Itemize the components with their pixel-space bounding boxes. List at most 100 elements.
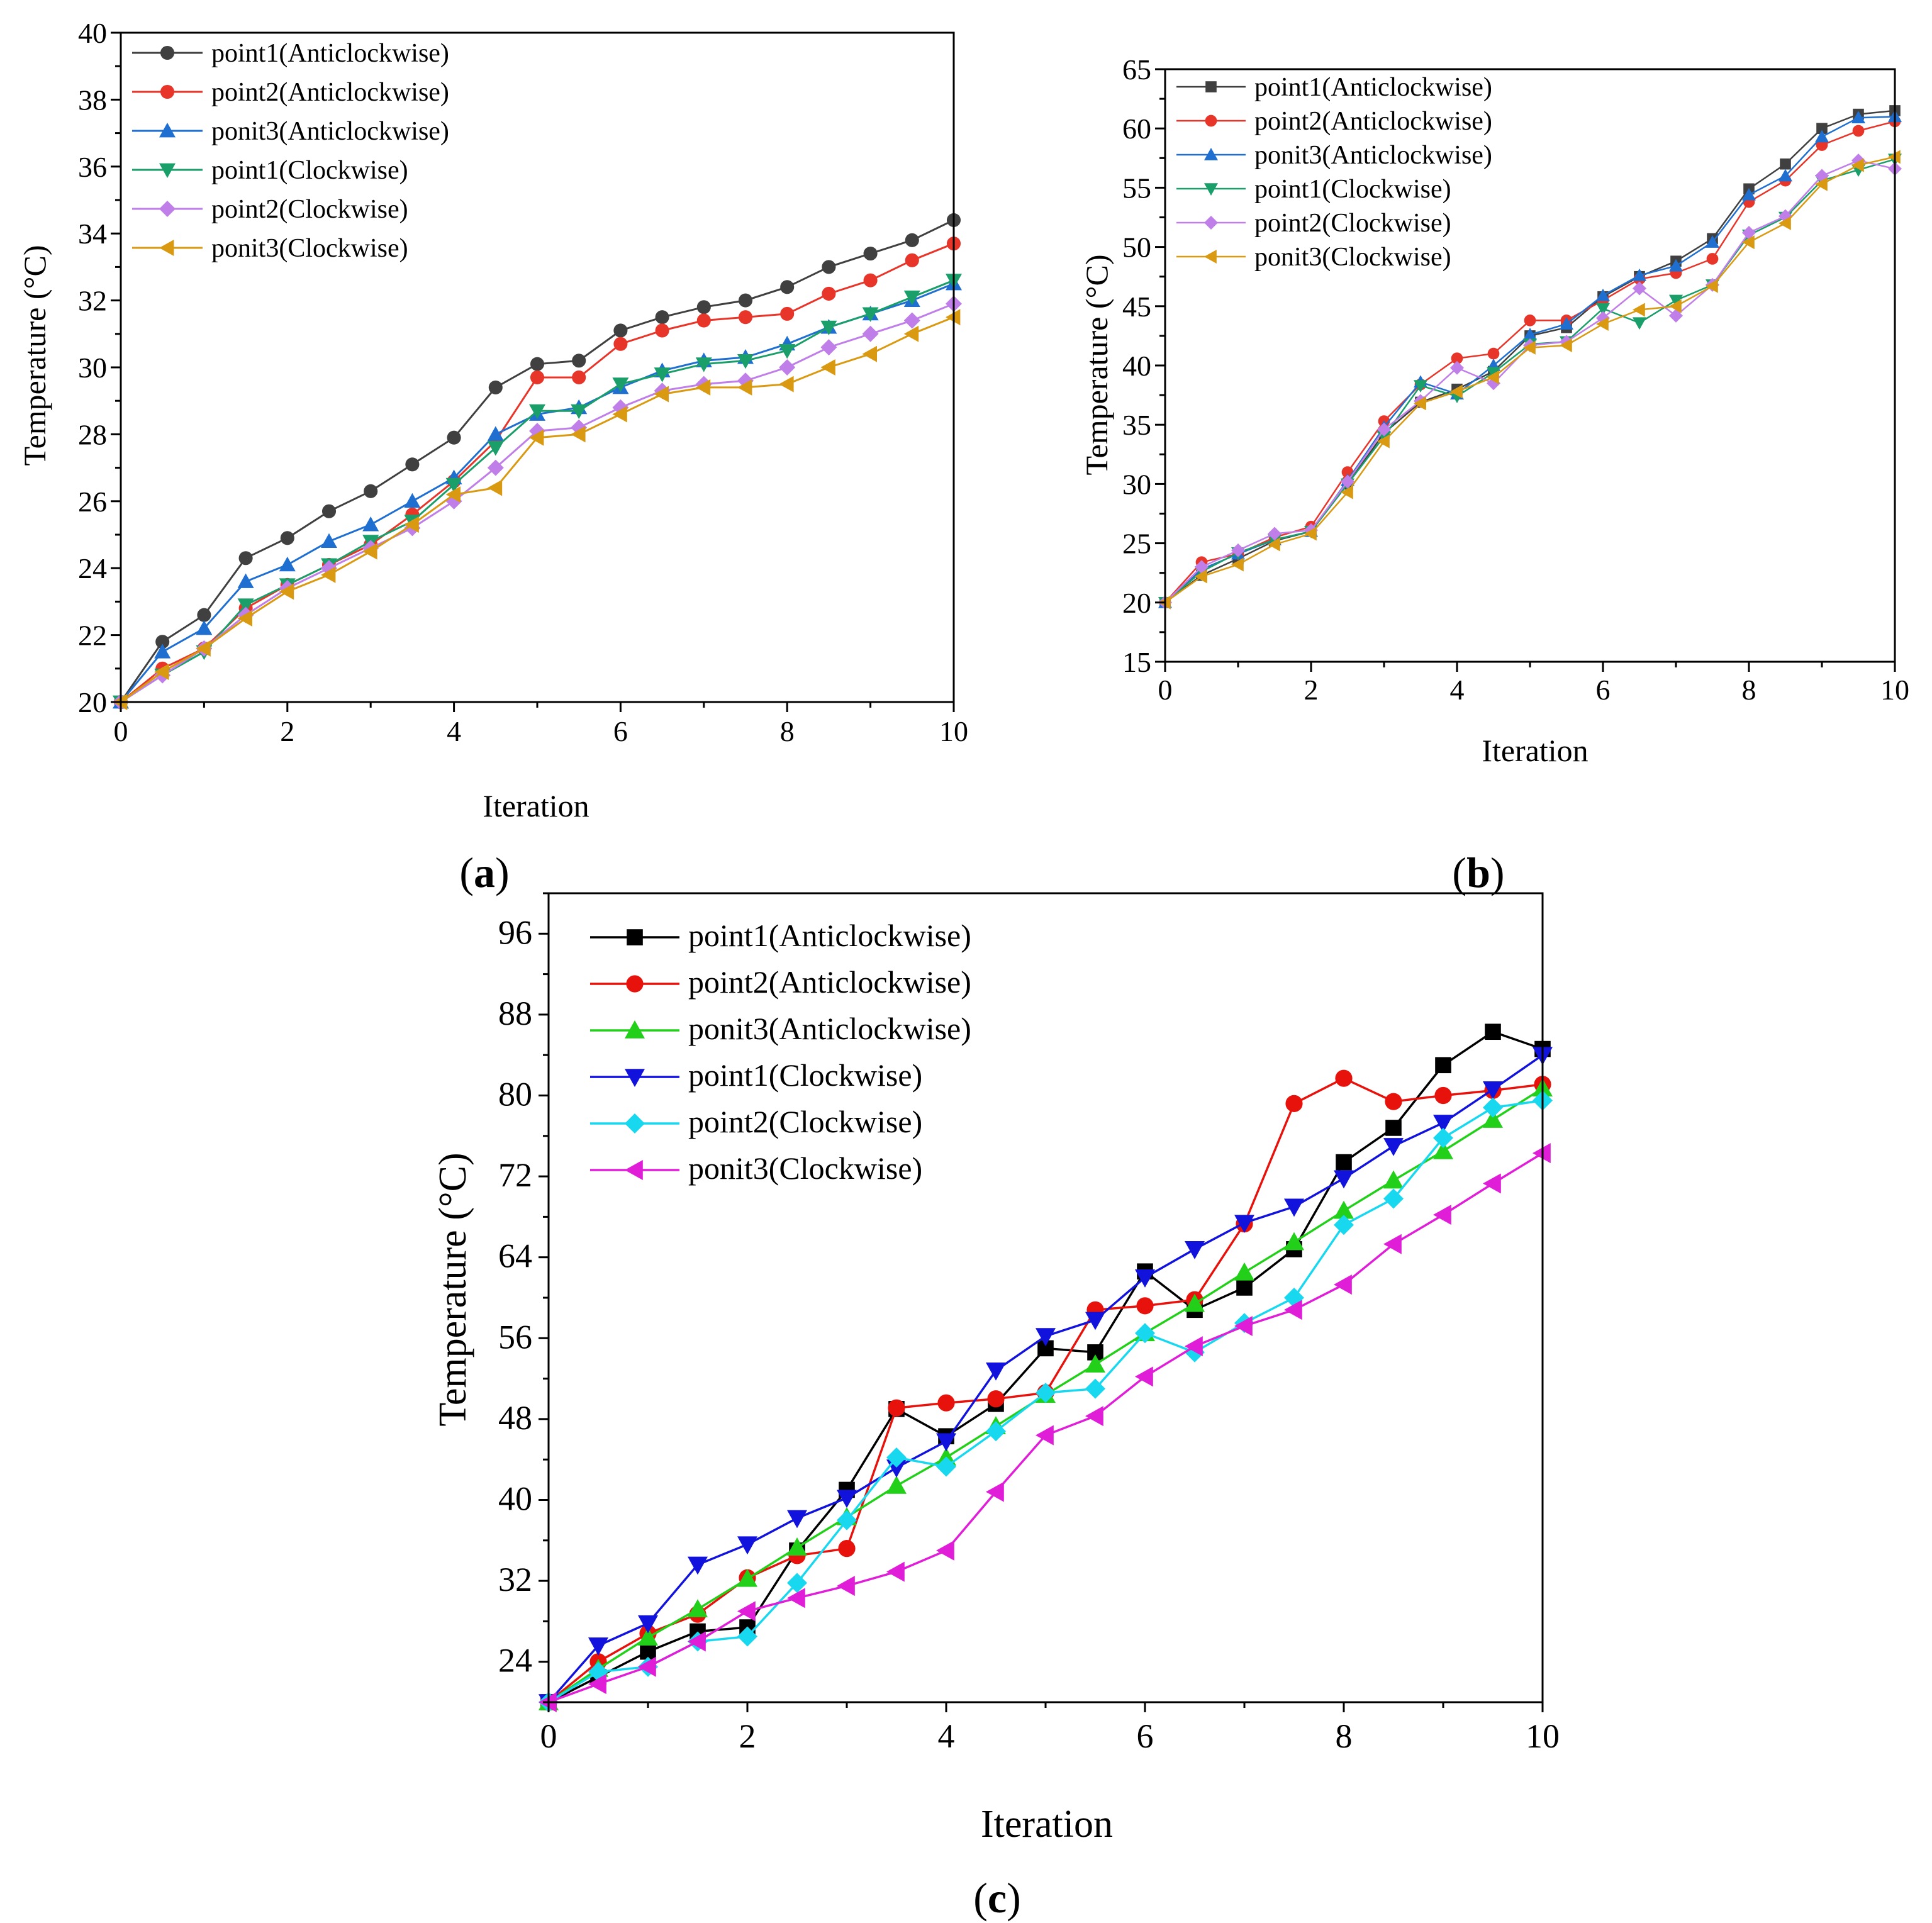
chart-a-data-point (321, 566, 336, 583)
chart-c-data-point (1234, 1262, 1254, 1281)
chart-b-data-point (1633, 317, 1646, 330)
chart-a-data-point (696, 300, 711, 315)
chart-b-legend-marker (1205, 114, 1217, 127)
chart-c-data-point (1434, 1086, 1452, 1105)
chart-c-data-point (1284, 1300, 1302, 1320)
chart-c-data-point (1433, 1115, 1453, 1133)
chart-a-y-tick-label: 38 (78, 84, 107, 116)
chart-c-data-point (1334, 1200, 1354, 1219)
chart-a-data-point (822, 260, 836, 274)
chart-a-legend-marker (159, 240, 174, 256)
chart-b-data-point (1851, 111, 1865, 124)
chart-c-x-tick-label: 6 (1137, 1717, 1154, 1755)
chart-a-y-tick-label: 30 (78, 352, 107, 384)
chart-c-y-tick-label: 96 (498, 913, 532, 951)
chart-c-data-point (588, 1637, 608, 1656)
chart-c-legend: point1(Anticlockwise) point2(Anticlockwis… (590, 918, 971, 1186)
chart-b-legend-label: point2(Anticlockwise) (1254, 107, 1492, 136)
chart-a-legend: point1(Anticlockwise) point2(Anticlockwis… (132, 39, 449, 263)
chart-b-ticks: 0 2 4 6 8 10 15 20 25 30 35 40 45 50 55 60 65 (1122, 53, 1909, 706)
chart-a-data-point (488, 380, 503, 394)
chart-c-data-point (1385, 1093, 1402, 1110)
chart-a-y-tick-label: 22 (78, 620, 107, 652)
chart-b-caption: (b) (1452, 849, 1504, 896)
chart-b-data-point (1815, 130, 1829, 143)
chart-b-y-axis-label: Temperature (°C) (1079, 254, 1114, 475)
chart-a-x-tick-label: 8 (780, 715, 795, 747)
chart-a-data-point (404, 516, 419, 533)
chart-b: 0 2 4 6 8 10 15 20 25 30 35 40 45 50 55 60 65 point1(Ant… (1079, 53, 1909, 896)
chart-c-legend-label: ponit3(Clockwise) (688, 1151, 922, 1186)
chart-a-data-point (737, 354, 754, 369)
chart-c-data-point (936, 1540, 954, 1561)
chart-a-data-point (197, 608, 211, 622)
chart-c-data-point (1383, 1188, 1404, 1209)
chart-c-data-point (936, 1447, 956, 1466)
chart-a-data-point (321, 533, 337, 549)
chart-a-data-point (154, 644, 171, 659)
chart-b-data-point (1231, 557, 1244, 572)
chart-b-legend-label: ponit3(Anticlockwise) (1254, 141, 1492, 170)
chart-b-x-tick-label: 10 (1880, 674, 1909, 706)
chart-a-legend-label: point2(Anticlockwise) (211, 78, 449, 107)
chart-b-data-point (1195, 560, 1209, 574)
chart-c-data-point (986, 1362, 1006, 1381)
chart-b-data-point (1633, 281, 1646, 296)
chart-c-y-axis-label: Temperature (°C) (432, 1152, 474, 1426)
chart-a-data-point (530, 370, 545, 385)
chart-a-data-point (279, 583, 294, 600)
chart-c-data-point (1185, 1293, 1205, 1312)
chart-a-data-point (571, 404, 588, 420)
chart-c-legend-marker (625, 1020, 645, 1039)
chart-c-data-point (986, 1481, 1004, 1502)
chart-b-data-point (1706, 253, 1719, 265)
chart-c-x-tick-label: 4 (938, 1717, 955, 1755)
chart-c-data-point (1085, 1406, 1103, 1427)
chart-b-legend-marker (1204, 183, 1218, 196)
chart-a-data-point (862, 307, 879, 322)
chart-c-data-point (886, 1447, 907, 1468)
chart-b-data-point (1268, 537, 1280, 552)
chart-b-data-point (1596, 317, 1609, 332)
chart-c-x-tick-label: 2 (739, 1717, 756, 1755)
chart-a-y-tick-label: 20 (78, 686, 107, 718)
chart-c-data-point (1036, 1425, 1054, 1446)
chart-c-data-point (1236, 1279, 1253, 1296)
chart-b-data-point (1524, 315, 1536, 326)
chart-c-y-tick-label: 24 (498, 1642, 532, 1680)
chart-c-data-point (837, 1576, 855, 1597)
chart-a-data-point (279, 556, 296, 572)
chart-a-legend-label: ponit3(Clockwise) (211, 234, 408, 263)
chart-a-data-point (905, 253, 919, 267)
chart-c-data-point (1036, 1383, 1056, 1403)
chart-c-data-point (638, 1615, 658, 1634)
chart-b-data-point (1341, 474, 1354, 489)
chart-b-y-tick-label: 15 (1122, 646, 1151, 678)
chart-b-data-point (1231, 543, 1245, 557)
chart-c-x-axis-label: Iteration (981, 1803, 1113, 1846)
chart-b-data-point (1669, 308, 1683, 323)
chart-c-data-point (1284, 1232, 1304, 1251)
chart-c-data-point (1135, 1323, 1155, 1344)
chart-c-data-point (1383, 1138, 1404, 1156)
chart-c-data-point (1234, 1316, 1253, 1337)
chart-c-data-point (936, 1433, 956, 1452)
chart-a-data-point (196, 640, 211, 657)
chart-c-data-point (1136, 1297, 1154, 1315)
chart-b-legend: point1(Anticlockwise) point2(Anticlockwis… (1176, 73, 1492, 272)
chart-c-data-point (1433, 1205, 1451, 1225)
chart-b-data-point (1778, 169, 1792, 182)
chart-c-x-tick-label: 8 (1336, 1717, 1353, 1755)
chart-a-data-point (780, 306, 795, 321)
chart-a-data-point (655, 310, 669, 325)
chart-b-data-point (1341, 485, 1353, 499)
chart-b-data-point (1851, 158, 1864, 172)
chart-a-data-point (696, 313, 711, 328)
chart-c-data-point (638, 1656, 656, 1677)
chart-a-data-point (487, 479, 503, 496)
chart-c-data-point (1085, 1354, 1105, 1373)
chart-b-data-point (1377, 434, 1390, 449)
chart-c-data-point (737, 1568, 757, 1587)
chart-b-legend-label: point1(Anticlockwise) (1254, 73, 1492, 102)
